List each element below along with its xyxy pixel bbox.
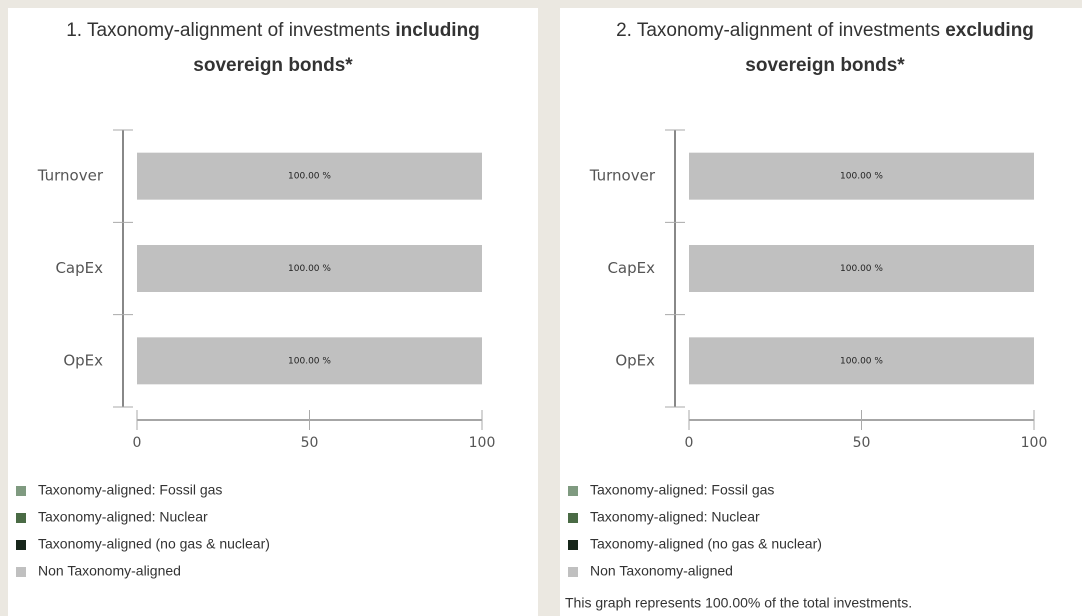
legend-swatch	[16, 513, 26, 523]
y-tick-label: Turnover	[589, 167, 656, 185]
value-label: 100.00 %	[288, 172, 331, 182]
legend-swatch	[16, 540, 26, 550]
y-tick-label: CapEx	[607, 259, 655, 277]
legend-swatch	[568, 540, 578, 550]
panel	[560, 8, 1082, 616]
chart-title-emphasis: sovereign bonds*	[745, 55, 905, 76]
chart-title-emphasis: sovereign bonds*	[193, 55, 353, 76]
legend-label: Taxonomy-aligned (no gas & nuclear)	[590, 536, 822, 552]
legend-label: Taxonomy-aligned: Fossil gas	[590, 482, 774, 498]
legend-swatch	[16, 567, 26, 577]
bar-segment	[137, 152, 482, 200]
legend-label: Non Taxonomy-aligned	[38, 563, 181, 579]
legend-swatch	[568, 486, 578, 496]
legend-swatch	[16, 486, 26, 496]
bar-segment	[137, 245, 482, 292]
value-label: 100.00 %	[288, 356, 331, 366]
chart-title-emphasis: including	[395, 20, 479, 41]
bar-segment	[137, 337, 482, 385]
chart-title: 2. Taxonomy-alignment of investments	[616, 20, 940, 41]
note: This graph represents 100.00% of the tot…	[565, 595, 912, 611]
x-tick-label: 100	[469, 435, 496, 451]
chart-title: 2. Taxonomy-alignment of investments exc…	[616, 20, 1034, 41]
y-tick-label: OpEx	[63, 351, 103, 369]
x-tick-label: 50	[853, 435, 871, 451]
chart-title: 1. Taxonomy-alignment of investments	[66, 20, 390, 41]
bar-segment	[689, 337, 1034, 385]
x-tick-label: 0	[133, 435, 142, 451]
x-tick-label: 50	[301, 435, 319, 451]
y-tick-label: CapEx	[55, 259, 103, 277]
bar-segment	[689, 152, 1034, 200]
panel	[8, 8, 538, 616]
value-label: 100.00 %	[840, 172, 883, 182]
chart-title-emphasis: excluding	[945, 20, 1034, 41]
legend-swatch	[568, 513, 578, 523]
legend-label: Taxonomy-aligned (no gas & nuclear)	[38, 536, 270, 552]
bar-segment	[689, 245, 1034, 292]
legend-label: Non Taxonomy-aligned	[590, 563, 733, 579]
x-tick-label: 0	[685, 435, 694, 451]
legend-label: Taxonomy-aligned: Nuclear	[38, 509, 208, 525]
y-tick-label: Turnover	[37, 167, 104, 185]
legend-label: Taxonomy-aligned: Fossil gas	[38, 482, 222, 498]
x-tick-label: 100	[1021, 435, 1048, 451]
chart-title: 1. Taxonomy-alignment of investments inc…	[66, 20, 480, 41]
value-label: 100.00 %	[288, 264, 331, 274]
value-label: 100.00 %	[840, 264, 883, 274]
y-tick-label: OpEx	[615, 351, 655, 369]
value-label: 100.00 %	[840, 356, 883, 366]
legend-label: Taxonomy-aligned: Nuclear	[590, 509, 760, 525]
legend-swatch	[568, 567, 578, 577]
